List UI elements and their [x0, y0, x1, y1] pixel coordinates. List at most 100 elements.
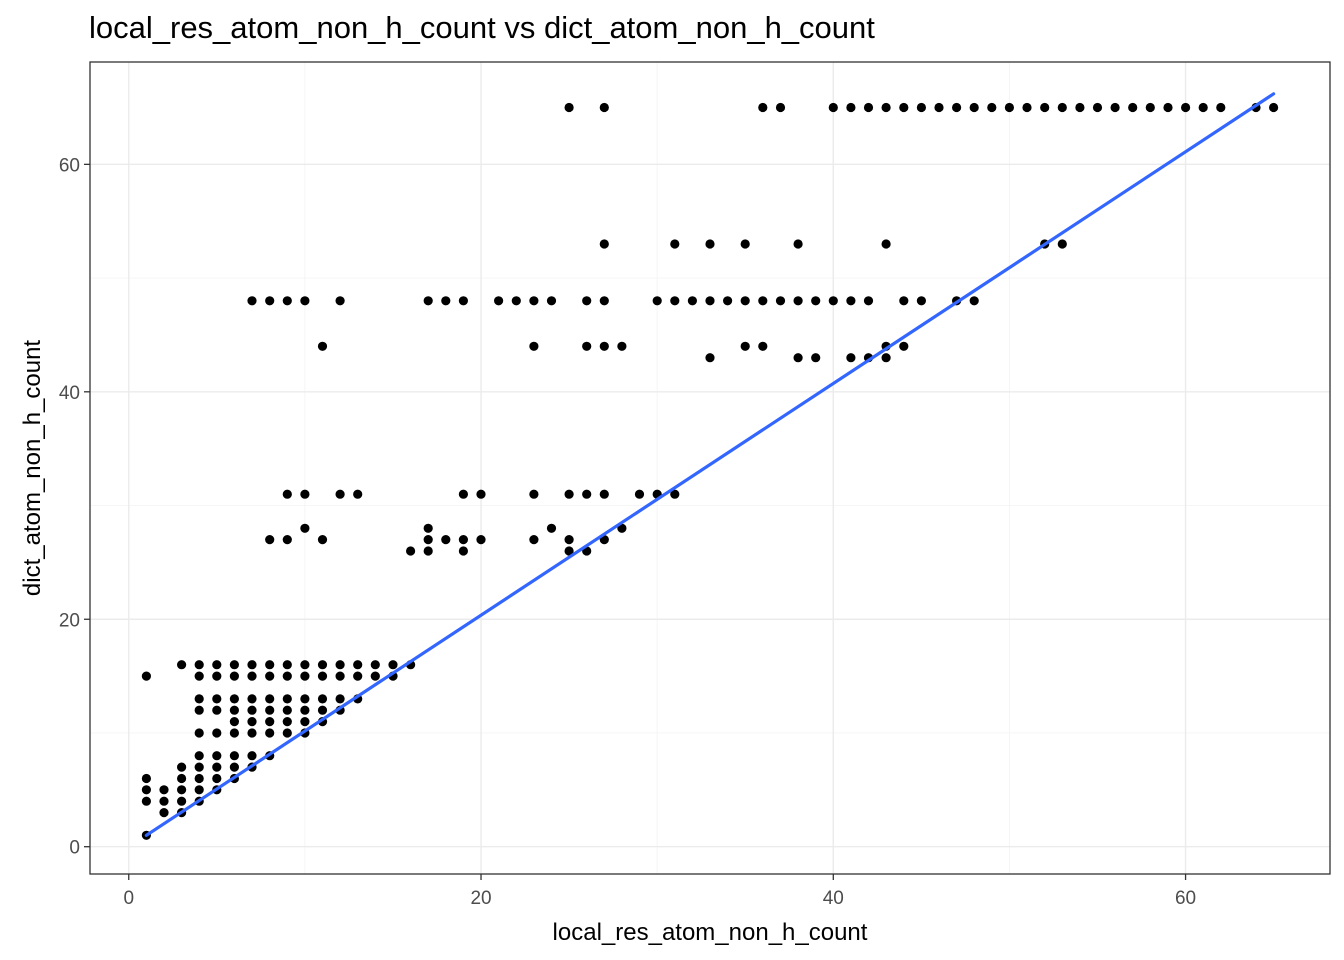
data-point [212, 694, 222, 704]
y-tick-label: 60 [59, 155, 80, 176]
data-point [247, 728, 257, 738]
fit-line-layer [144, 92, 1276, 837]
data-point [212, 728, 222, 738]
data-point [670, 296, 680, 306]
data-point [1057, 239, 1067, 249]
data-point [141, 671, 151, 681]
data-point [282, 717, 292, 727]
data-point [1198, 102, 1208, 113]
data-point [1181, 102, 1191, 113]
data-point [529, 535, 539, 545]
data-point [177, 660, 187, 670]
data-point [740, 296, 750, 306]
data-point [159, 796, 169, 806]
data-point [141, 796, 151, 806]
data-point [300, 671, 310, 681]
y-tick-label: 20 [59, 610, 80, 631]
data-point [582, 296, 592, 306]
data-point [529, 341, 539, 351]
data-point [335, 694, 345, 704]
data-point [229, 671, 239, 681]
data-point [317, 671, 328, 681]
data-point [353, 671, 363, 681]
data-point [969, 102, 979, 113]
y-tick-label: 40 [59, 383, 80, 404]
data-point [775, 296, 786, 306]
data-point [1216, 102, 1226, 113]
data-point [247, 694, 257, 704]
data-point [388, 660, 398, 670]
data-point [458, 296, 468, 306]
data-point [441, 535, 451, 545]
grid [90, 62, 1330, 874]
data-point [423, 296, 433, 306]
data-point [458, 535, 468, 545]
data-point [300, 660, 310, 670]
data-point [1092, 102, 1103, 113]
data-point [265, 660, 275, 670]
data-point [546, 523, 557, 533]
data-point [423, 523, 433, 533]
data-point [1128, 102, 1138, 113]
data-point [529, 489, 539, 499]
data-point [441, 296, 451, 306]
data-point [811, 296, 821, 306]
data-point [282, 694, 292, 704]
data-point [159, 785, 169, 795]
axes: 0 20 40 60 0 20 40 60 [59, 155, 1196, 909]
data-point [582, 489, 592, 499]
data-point [1110, 102, 1120, 113]
data-point [370, 660, 380, 670]
data-point [564, 535, 574, 545]
data-point [916, 102, 927, 113]
data-point [881, 353, 891, 363]
data-point [670, 239, 680, 249]
data-point [546, 296, 557, 306]
data-point [317, 660, 328, 670]
data-point [229, 762, 239, 772]
data-point [899, 296, 909, 306]
y-axis-title: dict_atom_non_h_count [19, 340, 46, 597]
data-point [212, 671, 222, 681]
data-point [282, 660, 292, 670]
data-point [335, 671, 345, 681]
data-point [265, 717, 275, 727]
data-point [282, 705, 292, 715]
data-point [247, 705, 257, 715]
data-point [247, 660, 257, 670]
data-point [177, 796, 187, 806]
data-point [1269, 102, 1279, 113]
data-point [265, 535, 275, 545]
data-point [177, 773, 187, 784]
data-point [212, 762, 222, 772]
panel-border [89, 61, 1331, 875]
data-point [265, 705, 275, 715]
data-point [194, 705, 204, 715]
data-point [282, 671, 292, 681]
data-point [194, 694, 204, 704]
data-point [617, 523, 627, 533]
x-tick-label: 40 [823, 888, 844, 909]
data-point [987, 102, 997, 113]
data-point [177, 785, 187, 795]
data-point [282, 296, 292, 306]
data-point [564, 546, 574, 556]
data-point [317, 341, 328, 351]
data-point [370, 671, 380, 681]
data-point [335, 296, 345, 306]
data-point [793, 239, 803, 249]
data-point [1040, 102, 1050, 113]
data-point [758, 102, 768, 113]
y-tick-label: 0 [69, 838, 80, 859]
data-point [476, 535, 486, 545]
data-point [300, 705, 310, 715]
data-point [687, 296, 698, 306]
data-point [282, 728, 292, 738]
data-point [846, 102, 856, 113]
data-point [599, 296, 609, 306]
data-point [599, 102, 609, 113]
data-point [423, 535, 433, 545]
data-point [194, 660, 204, 670]
data-point [652, 296, 662, 306]
data-point [229, 694, 239, 704]
